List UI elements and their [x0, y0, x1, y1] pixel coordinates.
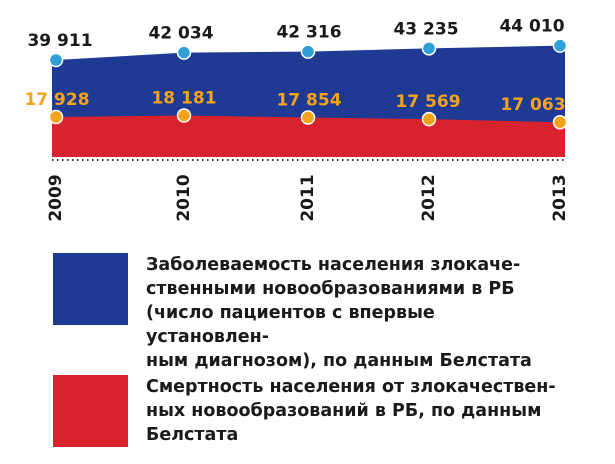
- point-mortality-2013: [552, 114, 568, 130]
- value-label-incidence-2011: 42 316: [276, 23, 341, 43]
- value-label-mortality-2009: 17 928: [24, 90, 89, 110]
- x-tick-label-2009: 2009: [46, 174, 66, 221]
- point-incidence-2011: [300, 44, 316, 59]
- x-ticks-layer: 2009 2010 2011 2012 2013: [46, 174, 570, 221]
- value-label-mortality-2011: 17 854: [276, 90, 341, 110]
- value-label-mortality-2010: 18 181: [151, 88, 216, 108]
- point-incidence-2012: [421, 41, 437, 56]
- point-incidence-2009: [48, 52, 64, 68]
- value-label-incidence-2013: 44 010: [499, 17, 564, 37]
- point-incidence-2013: [552, 38, 568, 53]
- value-label-incidence-2009: 39 911: [27, 31, 92, 51]
- legend-label-mortality: Смертность населения от злокачествен-ных…: [146, 377, 556, 445]
- point-mortality-2010: [176, 108, 192, 123]
- x-tick-label-2012: 2012: [419, 174, 439, 221]
- point-incidence-2010: [176, 45, 192, 60]
- point-mortality-2012: [421, 111, 437, 127]
- point-mortality-2009: [48, 109, 64, 125]
- legend-label-incidence: Заболеваемость населения злокаче-ственны…: [146, 255, 532, 371]
- legend-item-incidence: Заболеваемость населения злокаче-ственны…: [53, 253, 561, 373]
- x-tick-label-2010: 2010: [174, 174, 194, 221]
- area-mortality: [52, 115, 565, 157]
- labels-layer: 39 911 42 034 42 316 43 235 44 010 17 928 18 1…: [24, 17, 565, 116]
- value-label-mortality-2013: 17 063: [500, 95, 565, 115]
- area-chart: 39 911 42 034 42 316 43 235 44 010 17 928 18 1…: [24, 17, 570, 222]
- point-mortality-2011: [300, 110, 316, 125]
- value-label-mortality-2012: 17 569: [395, 92, 460, 112]
- legend-item-mortality: Смертность населения от злокачествен-ных…: [53, 375, 561, 447]
- value-label-incidence-2010: 42 034: [148, 24, 213, 44]
- legend-swatch-incidence: [53, 253, 128, 325]
- areas-layer: [52, 45, 565, 157]
- points-layer: [48, 38, 568, 130]
- value-label-incidence-2012: 43 235: [393, 19, 458, 39]
- x-tick-label-2013: 2013: [550, 174, 570, 221]
- legend-swatch-mortality: [53, 375, 128, 447]
- x-tick-label-2011: 2011: [298, 174, 318, 221]
